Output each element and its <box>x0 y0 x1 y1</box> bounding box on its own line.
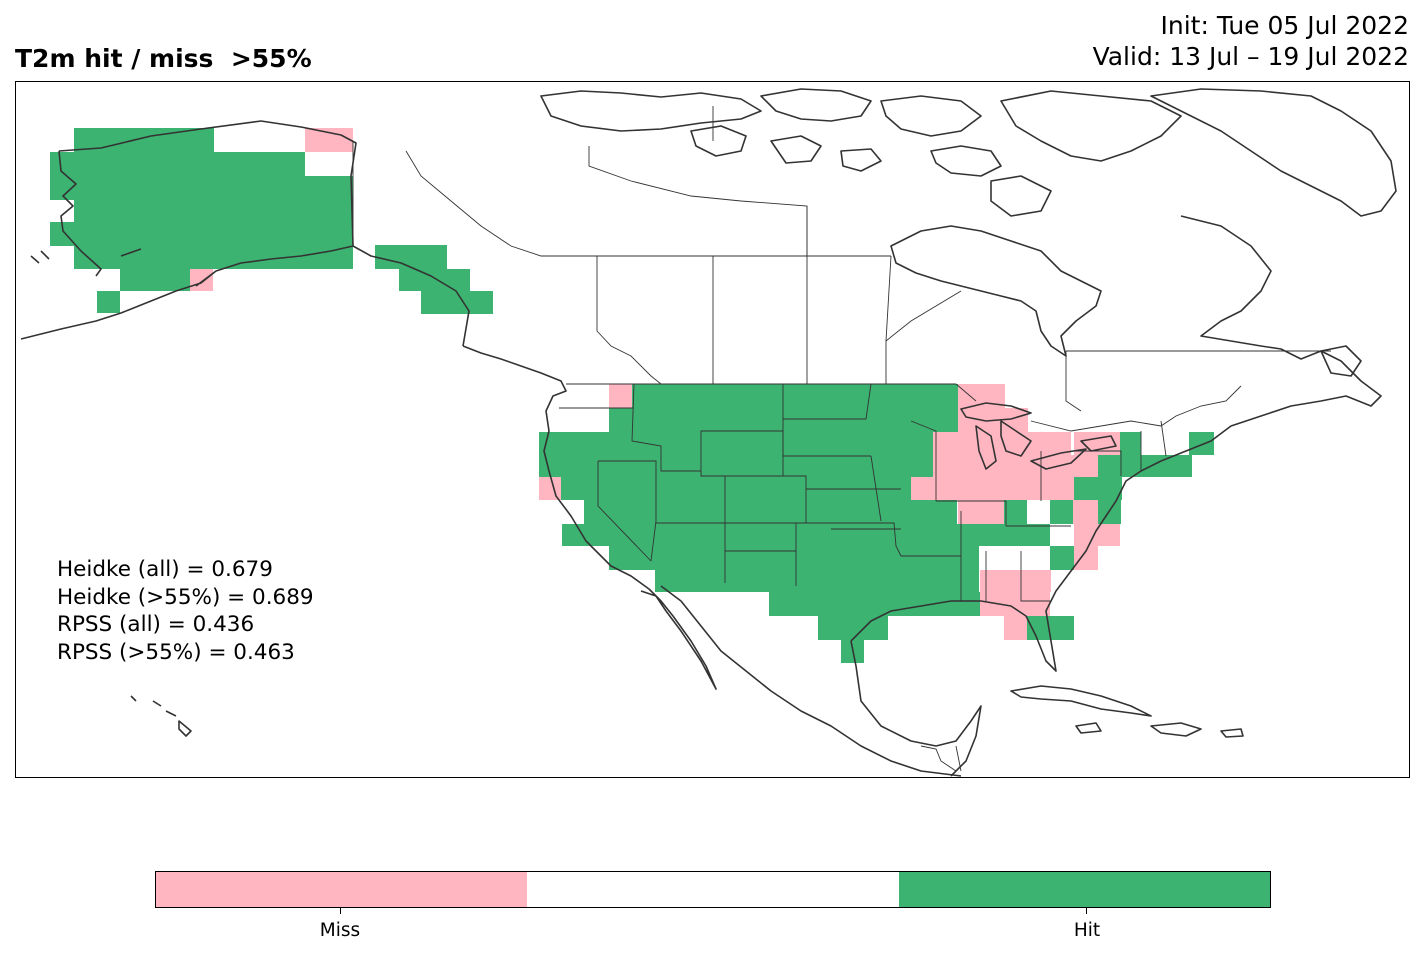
heidke-all: Heidke (all) = 0.679 <box>57 557 273 582</box>
coastlines <box>20 88 1397 777</box>
valid-range: Valid: 13 Jul – 19 Jul 2022 <box>1092 42 1409 71</box>
map-panel <box>15 81 1410 778</box>
date-info: Init: Tue 05 Jul 2022 Valid: 13 Jul – 19… <box>1093 10 1409 72</box>
colorbar-label-miss: Miss <box>319 920 361 941</box>
colorbar-label-hit: Hit <box>1073 920 1101 941</box>
colorbar-tick-miss <box>340 908 341 914</box>
hit-cells <box>50 128 1214 663</box>
colorbar-miss-segment <box>156 872 528 907</box>
miss-cells <box>190 128 1120 640</box>
rpss-55: RPSS (>55%) = 0.463 <box>57 640 295 666</box>
map-title: T2m hit / miss >55% <box>15 44 312 73</box>
skill-scores: Heidke (all) = 0.679 Heidke (>55%) = 0.6… <box>57 556 314 667</box>
rpss-all: RPSS (all) = 0.436 <box>57 612 255 638</box>
colorbar-hit-segment <box>898 872 1270 907</box>
colorbar-neutral-segment <box>527 872 899 907</box>
heidke-55: Heidke (>55%) = 0.689 <box>57 584 314 610</box>
colorbar-tick-hit <box>1086 908 1087 914</box>
borders <box>352 106 1331 772</box>
colorbar <box>155 871 1271 908</box>
init-date: Init: Tue 05 Jul 2022 <box>1160 11 1409 40</box>
north-america-map <box>20 88 1397 777</box>
